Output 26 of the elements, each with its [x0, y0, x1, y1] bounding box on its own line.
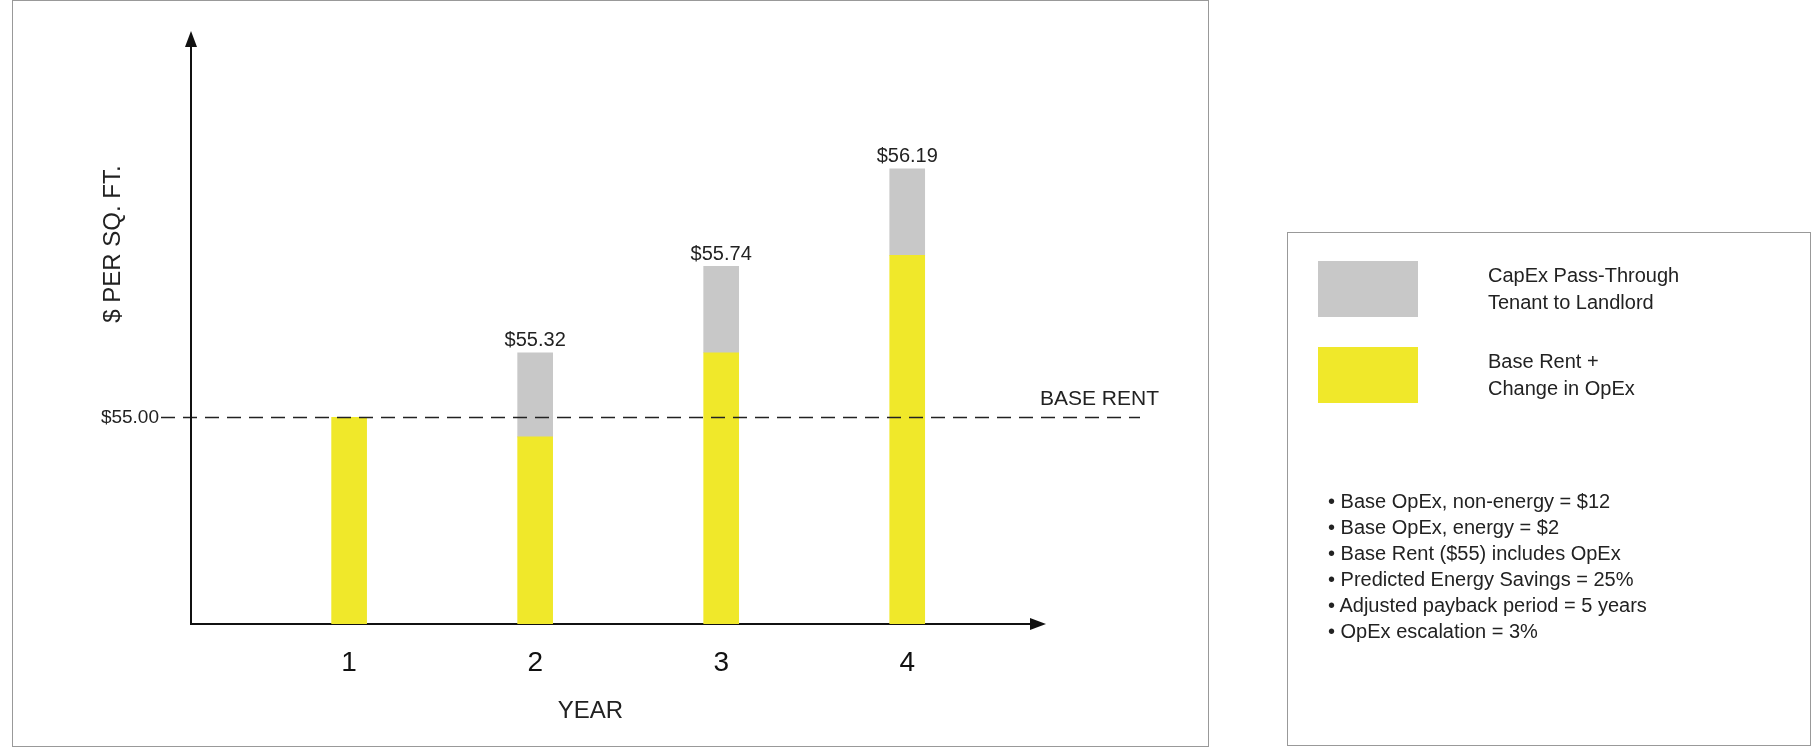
- bar: [517, 352, 553, 438]
- x-tick-label: 2: [527, 645, 543, 677]
- text: • Base Rent ($55) includes OpEx: [1328, 541, 1622, 566]
- annotation: $55.74: [690, 241, 752, 264]
- bar: [889, 255, 926, 624]
- y-axis-title: $ PER SQ. FT.: [97, 165, 125, 323]
- x-tick-label: 1: [341, 645, 357, 677]
- text: • Predicted Energy Savings = 25%: [1328, 567, 1635, 592]
- x-tick-label: 4: [899, 645, 916, 677]
- bar: [889, 168, 926, 256]
- bar: [517, 436, 553, 624]
- annotation: $56.19: [876, 144, 938, 167]
- text: Base Rent + Change in OpEx: [1488, 349, 1635, 401]
- text: • Base OpEx, non-energy = $12: [1328, 489, 1612, 514]
- text: • OpEx escalation = 3%: [1328, 619, 1539, 644]
- bar: [703, 352, 740, 624]
- text: $55.00: [100, 405, 159, 427]
- x-tick-label: 3: [713, 645, 729, 677]
- text: • Base OpEx, energy = $2: [1328, 515, 1561, 540]
- ref-line-label: BASE RENT: [1040, 385, 1160, 409]
- x-axis-title: YEAR: [557, 695, 624, 723]
- annotation: $55.32: [504, 328, 566, 351]
- text: • Adjusted payback period = 5 years: [1328, 593, 1647, 618]
- bar: [703, 265, 740, 354]
- text: CapEx Pass-Through Tenant to Landlord: [1488, 263, 1680, 315]
- bar: [331, 417, 367, 624]
